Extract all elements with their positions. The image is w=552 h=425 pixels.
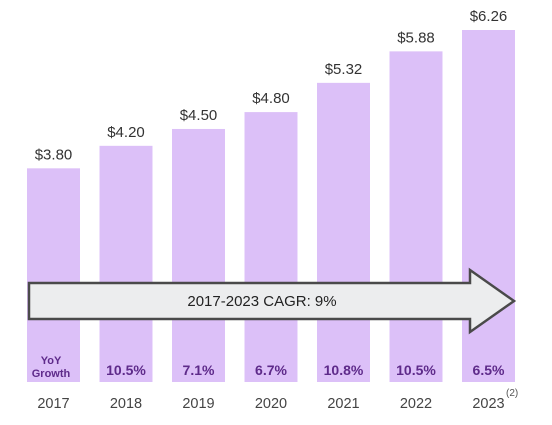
yoy-header-line1: YoY bbox=[41, 355, 62, 367]
bar-2020 bbox=[244, 112, 298, 382]
x-tick-2019: 2019 bbox=[182, 396, 214, 412]
growth-labels-group: 10.5% 7.1% 6.7% 10.8% 10.5% 6.5% bbox=[106, 362, 505, 378]
x-tick-2017: 2017 bbox=[37, 396, 69, 412]
yoy-header: YoY Growth bbox=[32, 355, 71, 380]
value-label-2022: $5.88 bbox=[397, 29, 435, 46]
cagr-arrow-shape bbox=[27, 267, 517, 335]
bar-2018 bbox=[99, 145, 153, 382]
bar-2019 bbox=[172, 128, 225, 382]
x-tick-2022: 2022 bbox=[400, 396, 432, 412]
x-tick-2020: 2020 bbox=[255, 396, 287, 412]
growth-label-2020: 6.7% bbox=[255, 362, 287, 378]
cagr-arrow: 2017-2023 CAGR: 9% bbox=[27, 267, 517, 335]
bar-2017 bbox=[27, 168, 80, 382]
value-labels-group: $3.80 $4.20 $4.50 $4.80 $5.32 $5.88 $6.26 bbox=[35, 8, 508, 163]
bar-2022 bbox=[389, 51, 443, 383]
x-tick-labels-group: 2017 2018 2019 2020 2021 2022 2023 bbox=[37, 396, 504, 412]
value-label-2017: $3.80 bbox=[35, 146, 73, 163]
bar-2021 bbox=[317, 82, 370, 382]
yoy-header-line2: Growth bbox=[32, 368, 71, 380]
growth-label-2018: 10.5% bbox=[106, 362, 146, 378]
value-label-2021: $5.32 bbox=[325, 61, 363, 78]
value-label-2019: $4.50 bbox=[180, 107, 218, 124]
x-tick-2018: 2018 bbox=[110, 396, 142, 412]
value-label-2023: $6.26 bbox=[470, 8, 508, 25]
cagr-label: 2017-2023 CAGR: 9% bbox=[187, 293, 336, 310]
bars-group bbox=[27, 30, 515, 383]
x-tick-2021: 2021 bbox=[327, 396, 359, 412]
growth-label-2022: 10.5% bbox=[396, 362, 436, 378]
footnote-marker: (2) bbox=[506, 388, 518, 399]
growth-label-2021: 10.8% bbox=[324, 362, 364, 378]
growth-label-2019: 7.1% bbox=[183, 362, 215, 378]
value-label-2018: $4.20 bbox=[107, 124, 145, 141]
growth-label-2023: 6.5% bbox=[473, 362, 505, 378]
x-tick-2023: 2023 bbox=[472, 396, 504, 412]
value-label-2020: $4.80 bbox=[252, 90, 290, 107]
